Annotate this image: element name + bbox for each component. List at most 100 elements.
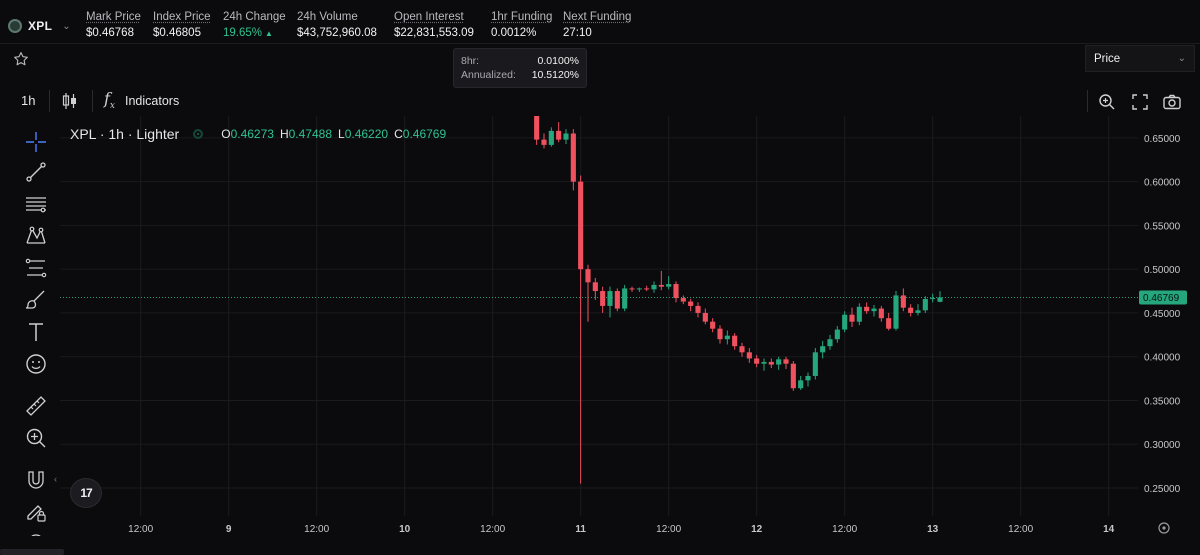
candle-body	[600, 291, 606, 306]
status-dot-icon	[193, 129, 204, 139]
last-price-badge: 0.46769	[1139, 290, 1187, 305]
legend-high: 0.47488	[288, 127, 333, 141]
time-tick-label: 12:00	[1008, 524, 1033, 535]
time-tick-label: 14	[1103, 524, 1115, 535]
candle-body	[834, 329, 840, 340]
candle-body	[607, 291, 613, 306]
candle-body	[556, 130, 562, 140]
horizontal-scrollbar[interactable]	[0, 549, 64, 555]
candle-body	[651, 284, 657, 290]
price-tick-label: 0.40000	[1144, 353, 1181, 364]
stat-label: 24h Volume	[297, 11, 358, 23]
price-chart[interactable]: 0.65000 0.60000 0.55000 0.50000 0.45000 0.400…	[60, 116, 1200, 548]
stat-label[interactable]: Next Funding	[563, 11, 632, 23]
candle-body	[739, 346, 745, 353]
candle-body	[776, 359, 782, 365]
collapse-toolbar-icon[interactable]: ‹	[54, 474, 57, 484]
trend-line-tool[interactable]	[24, 160, 48, 184]
stat-label[interactable]: Index Price	[153, 11, 211, 23]
price-select-value: Price	[1094, 52, 1121, 65]
tooltip-row: Annualized: 10.5120%	[461, 68, 579, 82]
candle-body	[622, 288, 628, 309]
price-tick-label: 0.25000	[1144, 484, 1181, 495]
more-tools[interactable]	[24, 530, 48, 536]
candle-body	[614, 291, 620, 309]
candle-body	[893, 295, 899, 329]
chart-toolbar: 1h fx Indicators	[0, 86, 1200, 116]
tradingview-logo[interactable]: 17	[70, 478, 102, 508]
price-tick-label: 0.50000	[1144, 265, 1181, 276]
zoom-in-tool[interactable]	[24, 426, 48, 450]
stat-label[interactable]: Open Interest	[394, 11, 464, 23]
axis-settings[interactable]	[1158, 522, 1170, 534]
crosshair-icon	[26, 132, 46, 152]
text-tool[interactable]	[24, 320, 48, 344]
magnet-tool[interactable]	[24, 468, 48, 492]
fullscreen-icon[interactable]	[1130, 92, 1150, 112]
stat-value: 0.0012%	[491, 27, 537, 39]
time-tick-label: 12:00	[304, 524, 329, 535]
candle-body	[805, 375, 811, 381]
candle-body	[746, 352, 752, 359]
candle-body	[585, 269, 591, 283]
emoji-tool[interactable]	[24, 352, 48, 376]
market-selector[interactable]: XPL ⌄	[8, 13, 71, 39]
candle-body	[827, 339, 833, 347]
chevron-down-icon: ⌄	[62, 20, 71, 32]
pattern-tool[interactable]	[24, 224, 48, 248]
time-tick-label: 12:00	[656, 524, 681, 535]
trend-line-icon	[26, 162, 46, 182]
legend-low: 0.46220	[344, 127, 389, 141]
fx-icon[interactable]: fx	[104, 89, 115, 112]
more-tools-icon	[31, 534, 41, 536]
price-type-select[interactable]: Price ⌄	[1085, 45, 1195, 72]
candle-body	[644, 288, 650, 290]
candle-body	[629, 288, 635, 290]
stat-label[interactable]: Mark Price	[86, 11, 141, 23]
price-tick-label: 0.30000	[1144, 440, 1181, 451]
stat-24h-volume: 24h Volume $43,752,960.08	[297, 11, 377, 39]
stat-next-funding: Next Funding 27:10	[563, 11, 631, 39]
range-icon	[25, 258, 47, 278]
horizontal-lines-tool[interactable]	[24, 192, 48, 216]
pattern-icon	[26, 226, 46, 244]
indicators-button[interactable]: Indicators	[125, 94, 180, 108]
legend-open-label: O	[221, 127, 231, 141]
candle-body	[849, 314, 855, 322]
candle-body	[871, 308, 877, 312]
candle-body	[658, 284, 664, 287]
legend-close: 0.46769	[402, 127, 447, 141]
legend-close-label: C	[394, 127, 403, 141]
candle-type-icon[interactable]	[62, 92, 78, 110]
price-axis[interactable]: 0.65000 0.60000 0.55000 0.50000 0.45000 0.400…	[1144, 134, 1181, 495]
candle-body	[666, 284, 672, 287]
stat-label[interactable]: 1hr Funding	[491, 11, 553, 23]
candle-body	[688, 301, 694, 306]
legend-symbol[interactable]: XPL · 1h · Lighter	[70, 126, 180, 142]
brush-tool[interactable]	[24, 288, 48, 312]
up-triangle-icon: ▲	[265, 29, 273, 38]
zoom-in-icon	[26, 428, 46, 448]
candle-body	[636, 288, 642, 290]
star-icon[interactable]	[12, 50, 30, 68]
last-price-label: 0.46769	[1143, 293, 1180, 304]
ruler-range-tool[interactable]	[24, 256, 48, 280]
price-tick-label: 0.35000	[1144, 396, 1181, 407]
vertical-gridlines	[140, 116, 1110, 516]
candle-body	[886, 318, 892, 329]
camera-icon[interactable]	[1162, 92, 1182, 112]
stat-value: $43,752,960.08	[297, 27, 377, 39]
zoom-search-icon[interactable]	[1097, 92, 1117, 112]
legend-high-label: H	[279, 127, 289, 141]
gear-icon[interactable]	[1158, 522, 1170, 534]
interval-button[interactable]: 1h	[21, 93, 36, 108]
brush-icon	[25, 290, 45, 309]
candle-body	[710, 321, 716, 329]
stat-value: $0.46805	[153, 27, 201, 39]
crosshair-tool[interactable]	[24, 130, 48, 154]
candle-body	[820, 346, 826, 353]
time-axis[interactable]: 12:00 9 12:00 10 12:00 11 12:00 12 12:00 13 12:00 1…	[128, 524, 1115, 535]
measure-tool[interactable]	[24, 394, 48, 418]
lock-drawings-tool[interactable]	[24, 500, 48, 524]
last-price-badge-bg	[1139, 290, 1187, 305]
